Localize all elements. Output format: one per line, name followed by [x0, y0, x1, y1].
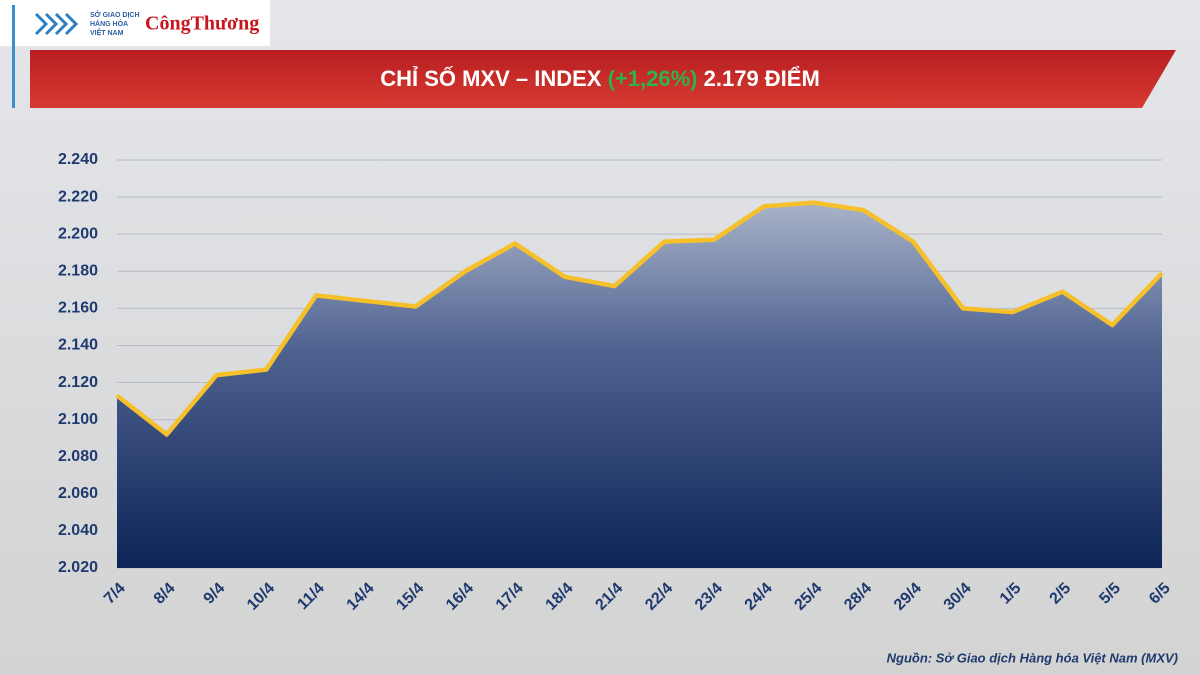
line: [115, 200, 1164, 437]
logo-text: HÀNG HÓA: [90, 19, 128, 28]
title-value: 2.179 ĐIỂM: [704, 66, 820, 91]
y-tick-label: 2.240: [58, 151, 98, 168]
y-tick-label: 2.140: [58, 337, 98, 354]
y-tick-label: 2.180: [58, 262, 98, 279]
accent-line: [12, 5, 15, 108]
y-tick-label: 2.200: [58, 225, 98, 242]
logo-mark: [34, 12, 79, 36]
y-tick-label: 2.100: [58, 411, 98, 428]
exchange-logo: SỞ GIAO DỊCH HÀNG HÓA VIỆT NAM CôngThươn…: [34, 10, 259, 37]
logo-text: SỞ GIAO DỊCH: [90, 10, 140, 19]
y-tick-label: 2.080: [58, 448, 98, 465]
area: [117, 202, 1162, 568]
logo-text: VIỆT NAM: [90, 28, 124, 37]
y-tick-label: 2.060: [58, 485, 98, 502]
title-text: CHỈ SỐ MXV – INDEX: [380, 65, 602, 91]
y-tick-label: 2.120: [58, 374, 98, 391]
y-tick-label: 2.220: [58, 188, 98, 205]
title-banner: [30, 50, 1176, 108]
y-tick-label: 2.020: [58, 559, 98, 576]
plot-area: 2.020 2.040 2.060 2.080 2.100 2.120 2.140 2.160…: [58, 151, 1174, 614]
y-tick-label: 2.160: [58, 300, 98, 317]
newspaper-logo: CôngThương: [145, 13, 259, 35]
source-note: Nguồn: Sở Giao dịch Hàng hóa Việt Nam (M…: [887, 650, 1178, 665]
chart-title: CHỈ SỐ MXV – INDEX (+1,26%) 2.179 ĐIỂM: [380, 65, 820, 91]
title-change: (+1,26%): [608, 66, 698, 91]
y-tick-label: 2.040: [58, 522, 98, 539]
